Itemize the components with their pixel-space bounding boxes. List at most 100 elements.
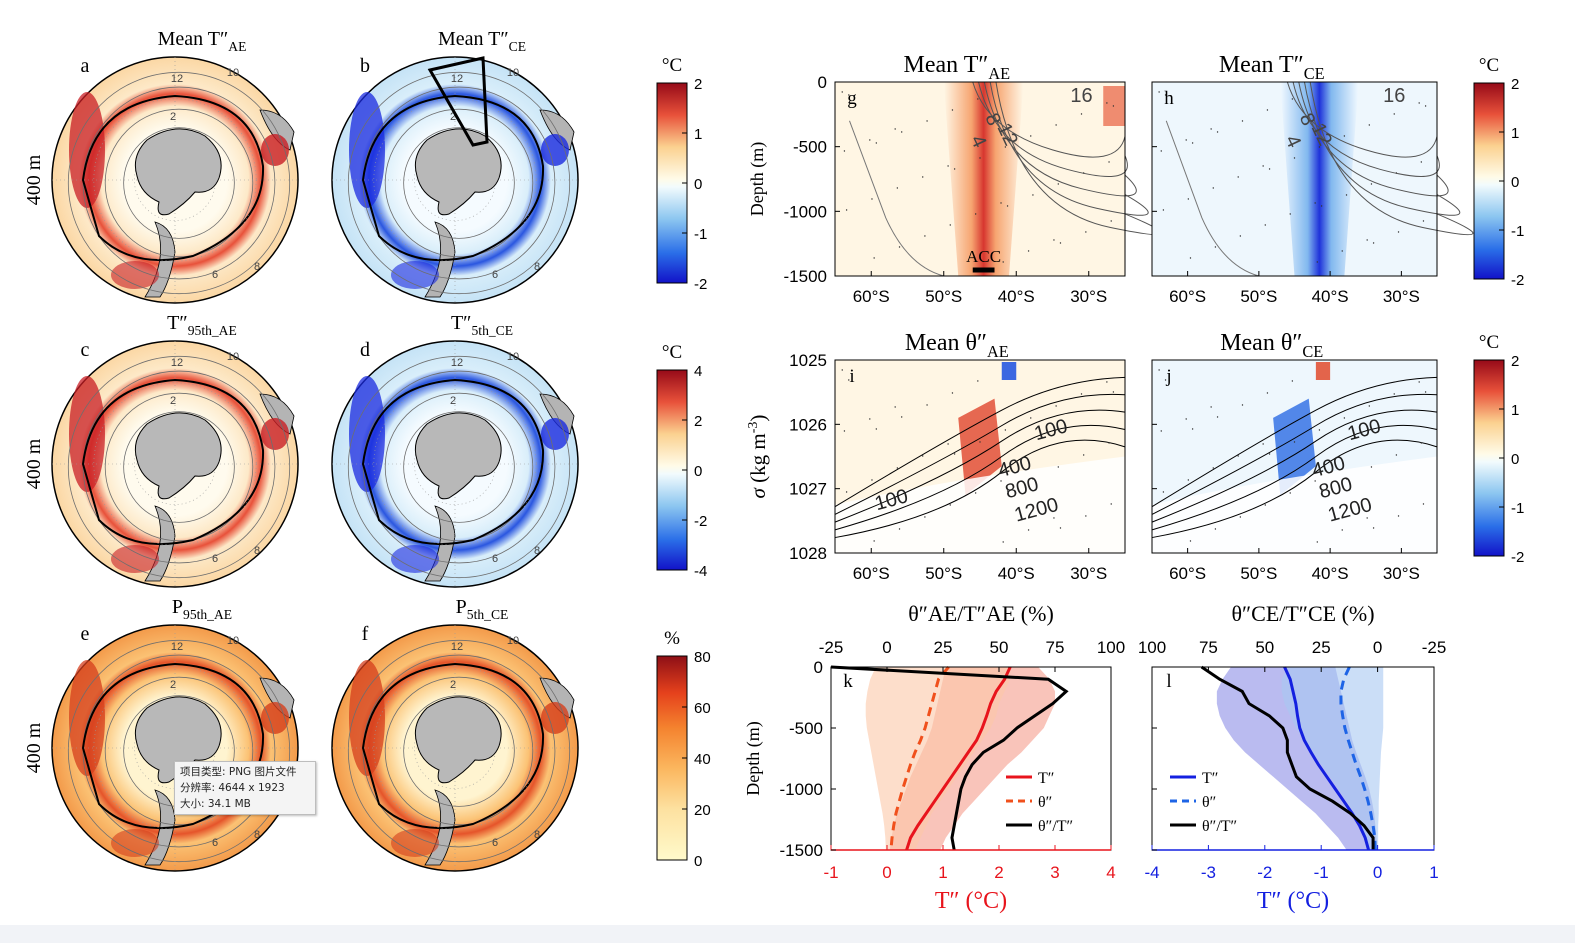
- anomaly-patch: [69, 660, 105, 776]
- significance-dot: [873, 257, 875, 259]
- colorbar-unit: °C: [662, 55, 682, 76]
- significance-dot: [875, 142, 878, 144]
- significance-dot: [1395, 172, 1398, 174]
- x-tick-label: -1: [1314, 863, 1329, 882]
- significance-dot: [1320, 205, 1323, 207]
- density-contour: [1151, 376, 1438, 508]
- acc-annotation: ACC: [966, 247, 1001, 266]
- x-tick-label: 30°S: [1070, 287, 1107, 306]
- y-tick-label: -500: [793, 138, 827, 157]
- significance-dot: [1210, 128, 1212, 130]
- contour-label: 2: [170, 679, 176, 691]
- significance-dot: [1293, 157, 1296, 159]
- significance-dot: [1160, 150, 1162, 152]
- significance-dot: [896, 467, 899, 469]
- significance-dot: [1291, 380, 1294, 382]
- map-panel-f: f P5th_CE 2 6 8 10 12: [331, 596, 579, 872]
- temperature-contour: [67, 71, 291, 295]
- significance-dot: [845, 491, 848, 493]
- antarctica-landmass: [414, 696, 502, 784]
- significance-dot: [1162, 491, 1165, 493]
- map-title-e: P95th_AE: [172, 596, 232, 622]
- significance-dot: [1318, 429, 1321, 431]
- top-x-tick-label: 75: [1199, 638, 1218, 657]
- x-tick-label: 50°S: [925, 564, 962, 583]
- colorbar-5: °C 2 1 0 -1 -2: [1473, 332, 1524, 566]
- colorbar-tick-label: 1: [694, 126, 702, 143]
- x-tick-label: 1: [1429, 863, 1438, 882]
- significance-dot: [1241, 120, 1244, 122]
- title-sub: 95th_AE: [183, 607, 232, 622]
- density-contour: [1151, 424, 1438, 531]
- x-tick-label: 50°S: [1240, 564, 1277, 583]
- title-main: Mean T″: [438, 28, 509, 50]
- significance-dot: [1393, 113, 1395, 115]
- temperature-contour: [104, 108, 254, 258]
- x-tick-label: 60°S: [1169, 564, 1206, 583]
- window-bottom-strip: [0, 925, 1575, 943]
- colorbar-unit: °C: [662, 342, 682, 363]
- significance-dot: [1027, 529, 1030, 531]
- section-frame: [1151, 359, 1438, 554]
- significance-dot: [1032, 478, 1034, 480]
- series-line-θ″: [889, 666, 950, 851]
- map-title-a: Mean T″AE: [158, 28, 247, 54]
- temperature-contour: [67, 639, 291, 863]
- contour-label: 8: [254, 545, 260, 557]
- colorbar-tick-label: 40: [694, 751, 711, 768]
- title-sub: CE: [509, 39, 526, 54]
- significance-dot: [1291, 98, 1294, 100]
- temperature-contour: [104, 392, 254, 542]
- density-contour: [834, 424, 1126, 531]
- colorbar-tick-label: -1: [1511, 223, 1524, 240]
- significance-dot: [1085, 515, 1087, 517]
- x-tick-label: 60°S: [853, 287, 890, 306]
- significance-dot: [924, 235, 926, 237]
- depth-label-row-1: 400 m: [23, 154, 45, 205]
- colorbar-tick-label: 60: [694, 700, 711, 717]
- significance-dot: [1289, 213, 1291, 215]
- significance-dot: [953, 453, 956, 455]
- contour-label: 6: [492, 837, 498, 849]
- significance-dot: [1160, 430, 1162, 432]
- x-tick-label: 40°S: [998, 287, 1035, 306]
- contour-label: 2: [450, 111, 456, 123]
- density-contour: [1151, 393, 1438, 515]
- significance-dot: [1368, 124, 1371, 126]
- title-main: Mean θ″: [905, 330, 987, 356]
- significance-dot: [1237, 176, 1239, 178]
- top-x-tick-label: 75: [1046, 638, 1065, 657]
- colorbar-tick-label: -2: [1511, 272, 1524, 289]
- significance-dot: [1002, 261, 1004, 263]
- y-axis-label: Depth (m): [747, 142, 768, 216]
- significance-dot: [1080, 113, 1083, 115]
- contour-label: 10: [507, 351, 519, 363]
- significance-dot: [1320, 490, 1323, 492]
- antarctica-landmass: [414, 128, 502, 216]
- panel-letter-f: f: [362, 623, 369, 645]
- significance-dot: [1032, 194, 1034, 196]
- panel-letter-a: a: [81, 55, 90, 77]
- contour-label: 2: [170, 395, 176, 407]
- significance-dot: [951, 109, 954, 111]
- significance-dot: [951, 392, 954, 394]
- significance-dot: [901, 416, 903, 418]
- significance-dot: [1055, 405, 1057, 407]
- significance-dot: [974, 492, 977, 494]
- temperature-contour: [1303, 81, 1461, 216]
- contour-label: 12: [451, 641, 463, 653]
- top-axis-label: θ″CE/T″CE (%): [1231, 601, 1374, 626]
- top-x-tick-label: 0: [1373, 638, 1382, 657]
- significance-dot: [843, 150, 846, 152]
- panel-letter-d: d: [360, 339, 370, 361]
- density-contour: [834, 439, 1126, 539]
- map-title-d: T″5th_CE: [451, 312, 513, 338]
- significance-dot: [1112, 105, 1115, 107]
- significance-dot: [873, 540, 875, 542]
- temperature-contour: [104, 676, 254, 826]
- legend-label: θ″: [1038, 794, 1052, 811]
- temperature-contour: [67, 355, 291, 579]
- contour-label: 6: [212, 837, 218, 849]
